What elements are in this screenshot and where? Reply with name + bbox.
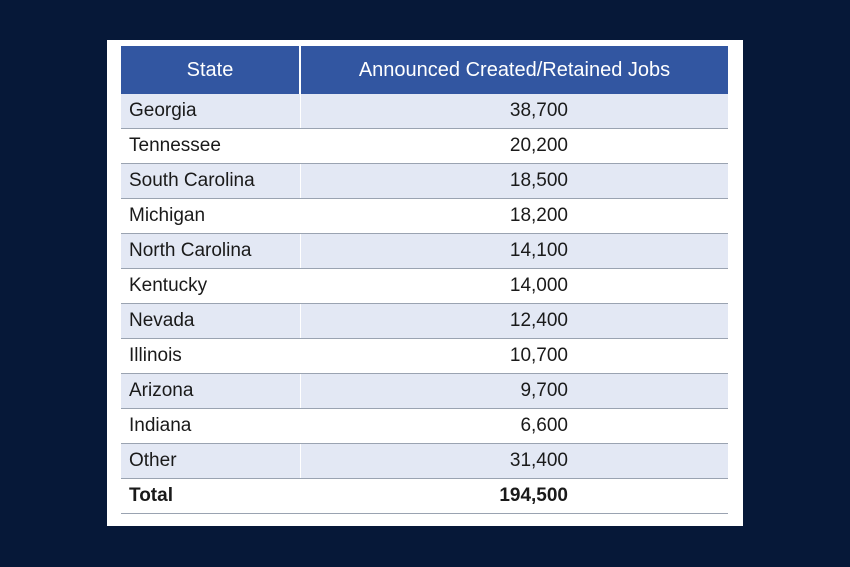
- table-row: Illinois 10,700: [121, 338, 728, 374]
- table-row: South Carolina 18,500: [121, 163, 728, 199]
- jobs-cell: 18,500: [300, 163, 728, 199]
- state-cell: Arizona: [121, 373, 301, 409]
- jobs-table: State Announced Created/Retained Jobs Ge…: [121, 46, 728, 514]
- state-cell: South Carolina: [121, 163, 301, 199]
- jobs-cell: 14,000: [300, 268, 728, 304]
- table-row: Kentucky 14,000: [121, 268, 728, 304]
- table-row: Tennessee 20,200: [121, 128, 728, 164]
- table-row: Georgia 38,700: [121, 94, 728, 129]
- table-row: Indiana 6,600: [121, 408, 728, 444]
- jobs-cell: 18,200: [300, 198, 728, 234]
- table-card: State Announced Created/Retained Jobs Ge…: [107, 40, 743, 526]
- table-row: Arizona 9,700: [121, 373, 728, 409]
- state-cell: Georgia: [121, 94, 301, 129]
- jobs-cell: 10,700: [300, 338, 728, 374]
- state-cell: Other: [121, 443, 301, 479]
- jobs-cell: 31,400: [300, 443, 728, 479]
- jobs-cell: 12,400: [300, 303, 728, 339]
- state-cell: North Carolina: [121, 233, 301, 269]
- table-row: Michigan 18,200: [121, 198, 728, 234]
- state-cell: Kentucky: [121, 268, 301, 304]
- table-row: Nevada 12,400: [121, 303, 728, 339]
- table-row: North Carolina 14,100: [121, 233, 728, 269]
- total-row: Total 194,500: [121, 478, 728, 514]
- jobs-cell: 14,100: [300, 233, 728, 269]
- state-cell: Nevada: [121, 303, 301, 339]
- jobs-cell: 6,600: [300, 408, 728, 444]
- jobs-cell: 20,200: [300, 128, 728, 164]
- state-cell: Tennessee: [121, 128, 301, 164]
- column-header-jobs: Announced Created/Retained Jobs: [300, 46, 728, 94]
- state-cell: Michigan: [121, 198, 301, 234]
- state-cell: Illinois: [121, 338, 301, 374]
- column-header-state: State: [121, 46, 301, 94]
- total-label: Total: [121, 478, 301, 514]
- state-cell: Indiana: [121, 408, 301, 444]
- total-value: 194,500: [300, 478, 728, 514]
- jobs-cell: 38,700: [300, 94, 728, 129]
- jobs-cell: 9,700: [300, 373, 728, 409]
- table-row: Other 31,400: [121, 443, 728, 479]
- table-header-row: State Announced Created/Retained Jobs: [121, 46, 728, 94]
